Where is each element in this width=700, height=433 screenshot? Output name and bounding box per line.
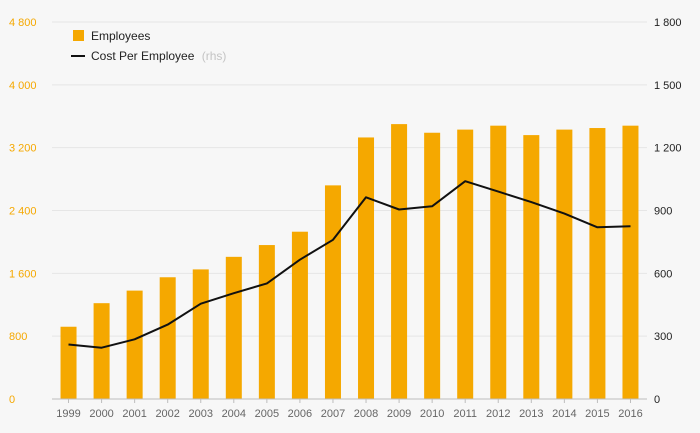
right-tick-label: 1 800	[654, 17, 682, 29]
x-tick-label: 2009	[387, 408, 411, 420]
x-tick-label: 2001	[122, 408, 146, 420]
bar-series-employees	[60, 124, 639, 400]
x-tick-label: 2012	[486, 408, 510, 420]
left-tick-label: 1 600	[9, 268, 37, 280]
bar-employees-2009	[391, 124, 408, 400]
x-tick-label: 2005	[255, 408, 279, 420]
x-tick-label: 2014	[552, 408, 576, 420]
right-tick-label: 0	[654, 394, 660, 406]
x-tick-label: 2003	[189, 408, 213, 420]
x-tick-label: 2002	[155, 408, 179, 420]
left-tick-label: 0	[9, 394, 15, 406]
legend: Employees Cost Per Employee (rhs)	[71, 29, 226, 63]
legend-label-employees: Employees	[91, 29, 150, 43]
right-tick-label: 600	[654, 268, 672, 280]
bar-employees-2010	[424, 132, 441, 399]
bar-employees-2007	[324, 185, 341, 399]
x-axis-ticks: 1999 2000 2001 2002 2003 2004 2005 2006 2007 2008…	[56, 399, 643, 420]
bar-employees-2012	[490, 125, 507, 400]
legend-swatch-employees	[73, 30, 84, 41]
x-tick-label: 2007	[321, 408, 345, 420]
right-tick-label: 1 200	[654, 143, 682, 155]
x-tick-label: 2008	[354, 408, 378, 420]
bar-employees-2005	[258, 245, 275, 399]
x-tick-label: 2004	[222, 408, 246, 420]
bar-employees-2006	[291, 231, 308, 399]
bar-employees-2015	[589, 128, 606, 399]
bar-employees-2014	[556, 129, 573, 399]
bar-employees-2002	[159, 277, 176, 399]
x-tick-label: 2000	[89, 408, 113, 420]
right-tick-label: 300	[654, 331, 672, 343]
x-tick-label: 2011	[453, 408, 477, 420]
legend-label-cost-per-employee-suffix: (rhs)	[202, 49, 227, 63]
left-tick-label: 4 800	[9, 17, 37, 29]
grid-lines	[52, 21, 647, 337]
bar-employees-2000	[93, 303, 110, 399]
right-tick-label: 900	[654, 206, 672, 218]
bar-employees-2011	[457, 129, 474, 399]
left-tick-label: 3 200	[9, 143, 37, 155]
x-tick-label: 2013	[519, 408, 543, 420]
x-tick-label: 2016	[618, 408, 642, 420]
bar-employees-2008	[358, 137, 375, 400]
bar-employees-2004	[225, 256, 242, 399]
legend-label-cost-per-employee: Cost Per Employee (rhs)	[91, 49, 226, 63]
line-series-cost-per-employee	[68, 180, 631, 349]
x-tick-label: 2006	[288, 408, 312, 420]
bar-employees-1999	[60, 326, 77, 399]
left-tick-label: 4 000	[9, 80, 37, 92]
left-tick-label: 800	[9, 331, 27, 343]
bar-employees-2013	[523, 135, 540, 399]
x-tick-label: 2010	[420, 408, 444, 420]
x-tick-label: 1999	[56, 408, 80, 420]
legend-label-cost-per-employee-main: Cost Per Employee	[91, 49, 195, 63]
bar-employees-2003	[192, 269, 209, 399]
bar-employees-2001	[126, 290, 143, 399]
bar-employees-2016	[622, 125, 639, 400]
right-axis-ticks: 0 300 600 900 1 200 1 500 1 800	[654, 17, 682, 406]
left-tick-label: 2 400	[9, 206, 37, 218]
left-axis-ticks: 0 800 1 600 2 400 3 200 4 000 4 800	[9, 17, 37, 406]
right-tick-label: 1 500	[654, 80, 682, 92]
x-tick-label: 2015	[585, 408, 609, 420]
